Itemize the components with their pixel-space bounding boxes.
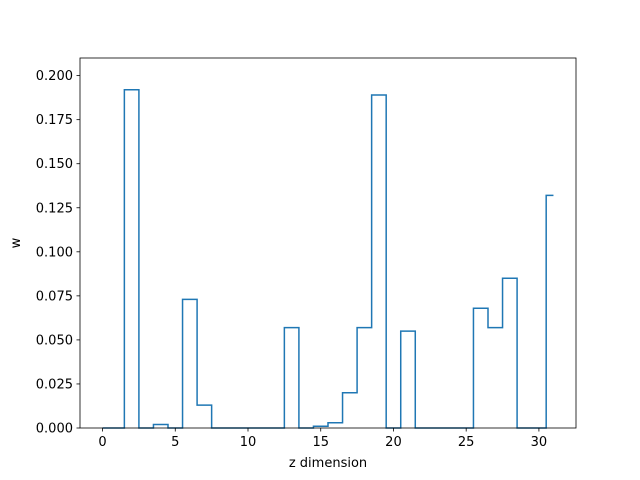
y-tick-label: 0.100 <box>36 245 73 260</box>
plot-frame <box>79 57 577 429</box>
x-tick-label: 30 <box>531 435 548 450</box>
y-tick-label: 0.175 <box>36 113 73 128</box>
x-tick-label: 10 <box>240 435 257 450</box>
y-tick-label: 0.200 <box>36 69 73 84</box>
y-axis-label: w <box>9 237 24 248</box>
x-tick-label: 5 <box>171 435 179 450</box>
x-tick-label: 20 <box>385 435 402 450</box>
plot-area <box>80 58 576 428</box>
y-tick-label: 0.025 <box>36 377 73 392</box>
y-tick-label: 0.000 <box>36 422 73 437</box>
y-tick-label: 0.125 <box>36 201 73 216</box>
x-tick-label: 15 <box>312 435 329 450</box>
x-tick-label: 25 <box>458 435 475 450</box>
y-axis-ticks: 0.000 0.025 0.050 0.075 0.100 0.125 0.150 0.175… <box>36 69 80 437</box>
y-tick-label: 0.075 <box>36 289 73 304</box>
y-tick-label: 0.150 <box>36 157 73 172</box>
x-axis-label: z dimension <box>289 456 367 471</box>
x-tick-label: 0 <box>98 435 106 450</box>
x-axis-ticks: 0 5 10 15 20 25 30 <box>98 428 547 450</box>
y-tick-label: 0.050 <box>36 333 73 348</box>
